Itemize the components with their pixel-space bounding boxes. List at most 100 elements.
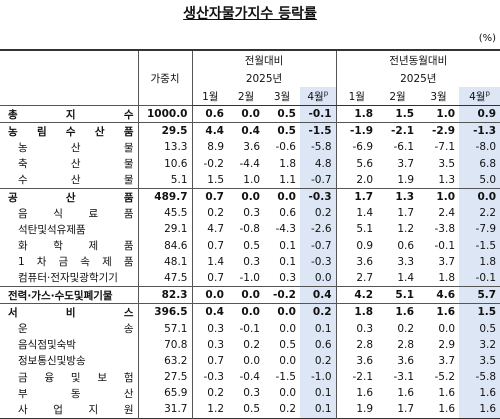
value: 0.4 <box>228 122 264 140</box>
data-row: 운 송 57.1 0.3 -0.1 0.0 0.1 0.3 0.2 0.0 0.5 <box>0 320 500 337</box>
month-header: 4월p <box>459 87 500 106</box>
value: 2.8 <box>335 336 378 353</box>
month-header: 3월 <box>418 87 460 106</box>
value: 0.9 <box>459 104 500 123</box>
value: 0.5 <box>459 320 500 337</box>
row-label-cell: 농 산 물 <box>0 139 138 155</box>
value: 0.1 <box>300 401 337 419</box>
month-header: 1월 <box>335 87 378 106</box>
row-label-cell: 화 학 제 품 <box>0 238 138 254</box>
value: -6.1 <box>393 141 415 154</box>
value: 1.8 <box>279 157 296 170</box>
value: -5.8 <box>300 139 337 156</box>
value: 0.7 <box>191 187 228 206</box>
weight: 1000.0 <box>137 104 192 123</box>
value: 0.0 <box>228 303 264 321</box>
weight: 47.5 <box>137 269 192 287</box>
weight: 27.5 <box>137 369 192 386</box>
value: 0.4 <box>191 303 228 321</box>
value: -0.3 <box>300 253 337 270</box>
value: -7.1 <box>434 141 456 154</box>
row-label: 금 융 및 보 험 <box>18 371 134 384</box>
value: 1.2 <box>191 401 228 419</box>
group-header: 전월대비 <box>191 50 337 69</box>
value: 3.3 <box>397 255 415 268</box>
value: 0.0 <box>243 354 260 367</box>
value: 5.7 <box>459 286 500 304</box>
value: 0.2 <box>300 205 337 222</box>
value: 0.0 <box>300 269 337 287</box>
value: 0.0 <box>264 303 300 321</box>
value: 0.2 <box>300 352 337 369</box>
value: 0.0 <box>228 286 264 304</box>
row-label-cell: 음식점및숙박 <box>0 337 138 353</box>
value: -0.7 <box>300 237 337 254</box>
month-label: 1월 <box>202 90 219 103</box>
data-row: 금 융 및 보 험 27.5 -0.3 -0.4 -1.5 -1.0 -2.1 -3.1 -5.… <box>0 369 500 386</box>
row-label: 농 산 물 <box>18 141 134 154</box>
value: -0.2 <box>264 286 300 304</box>
value: -0.8 <box>239 223 261 236</box>
data-row: 전력·가스·수도및폐기물 82.3 0.0 0.0 -0.2 0.4 4.2 5.1 4.6 5.… <box>0 286 500 304</box>
weight: 70.8 <box>137 336 192 353</box>
value: 3.7 <box>397 157 415 170</box>
value: 5.1 <box>335 221 378 238</box>
table-header: 가중치 전월대비 전년동월대비 2025년 2025년 1월 2월 3월 4월p 1월 2월 3월 4월… <box>0 50 500 106</box>
value: -5.8 <box>459 369 500 386</box>
value: 0.3 <box>335 320 378 337</box>
value: 0.4 <box>300 286 337 304</box>
weight: 45.5 <box>137 205 192 222</box>
row-label: 서 비 스 <box>8 306 134 319</box>
value: 0.7 <box>191 352 228 369</box>
row-label-cell: 공 산 품 <box>0 187 138 206</box>
row-label: 부 동 산 <box>18 387 134 400</box>
row-label: 수 산 물 <box>18 174 134 187</box>
value: 1.6 <box>438 387 456 400</box>
weight: 65.9 <box>137 385 192 402</box>
row-label: 사 업 지 원 <box>18 403 134 416</box>
weight: 48.1 <box>137 253 192 270</box>
row-label: 전력·가스·수도및폐기물 <box>8 289 113 302</box>
value: -0.3 <box>191 369 228 386</box>
value: 5.1 <box>377 286 419 304</box>
data-row: 석탄및석유제품 29.1 4.7 -0.8 -4.3 -2.6 5.1 1.2 -3.8 -7.9 <box>0 221 500 238</box>
row-label-cell: 총 지 수 <box>0 104 138 123</box>
month-mark: p <box>485 89 490 97</box>
value: 0.3 <box>243 255 260 268</box>
value: 0.0 <box>279 322 296 335</box>
value: 0.1 <box>300 385 337 402</box>
value: 0.2 <box>191 205 228 222</box>
month-header: 1월 <box>191 87 228 106</box>
month-header: 3월 <box>264 87 300 106</box>
data-row: 정보통신및방송 63.2 0.7 0.0 0.0 0.2 3.6 3.6 3.7 3.5 <box>0 352 500 369</box>
value: 1.4 <box>191 253 228 270</box>
value: 1.2 <box>397 223 415 236</box>
price-table: 가중치 전월대비 전년동월대비 2025년 2025년 1월 2월 3월 4월p 1월 2월 3월 4월… <box>0 49 500 419</box>
value: -0.1 <box>434 239 456 252</box>
value: 1.3 <box>438 173 456 186</box>
weight-header: 가중치 <box>137 50 192 106</box>
value: -4.4 <box>239 157 261 170</box>
row-label: 석탄및석유제품 <box>18 223 86 236</box>
header-row: 가중치 전월대비 전년동월대비 <box>0 50 500 106</box>
value: 0.7 <box>191 237 228 254</box>
row-label-cell: 수 산 물 <box>0 172 138 189</box>
value: -5.2 <box>434 371 456 384</box>
value: 3.5 <box>438 157 456 170</box>
row-label: 1 차 금 속 제 품 <box>18 256 134 269</box>
header-row: 2025년 2025년 <box>0 69 500 87</box>
value: 2.8 <box>397 338 415 351</box>
value: 4.4 <box>191 122 228 140</box>
value: 1.0 <box>418 104 460 123</box>
value: 4.7 <box>191 221 228 238</box>
value: -0.3 <box>300 187 337 206</box>
value: 1.6 <box>438 403 456 416</box>
month-label: 1월 <box>348 90 365 103</box>
value: 0.3 <box>191 336 228 353</box>
row-label-cell: 농 림 수 산 품 <box>0 122 138 140</box>
data-row: 농 산 물 13.3 8.9 3.6 -0.6 -5.8 -6.9 -6.1 -7.1 -8.0 <box>0 139 500 156</box>
row-label-cell: 음 식 료 품 <box>0 205 138 221</box>
value: -2.1 <box>377 122 419 140</box>
value: 1.8 <box>335 303 378 321</box>
value: 3.6 <box>243 141 260 154</box>
